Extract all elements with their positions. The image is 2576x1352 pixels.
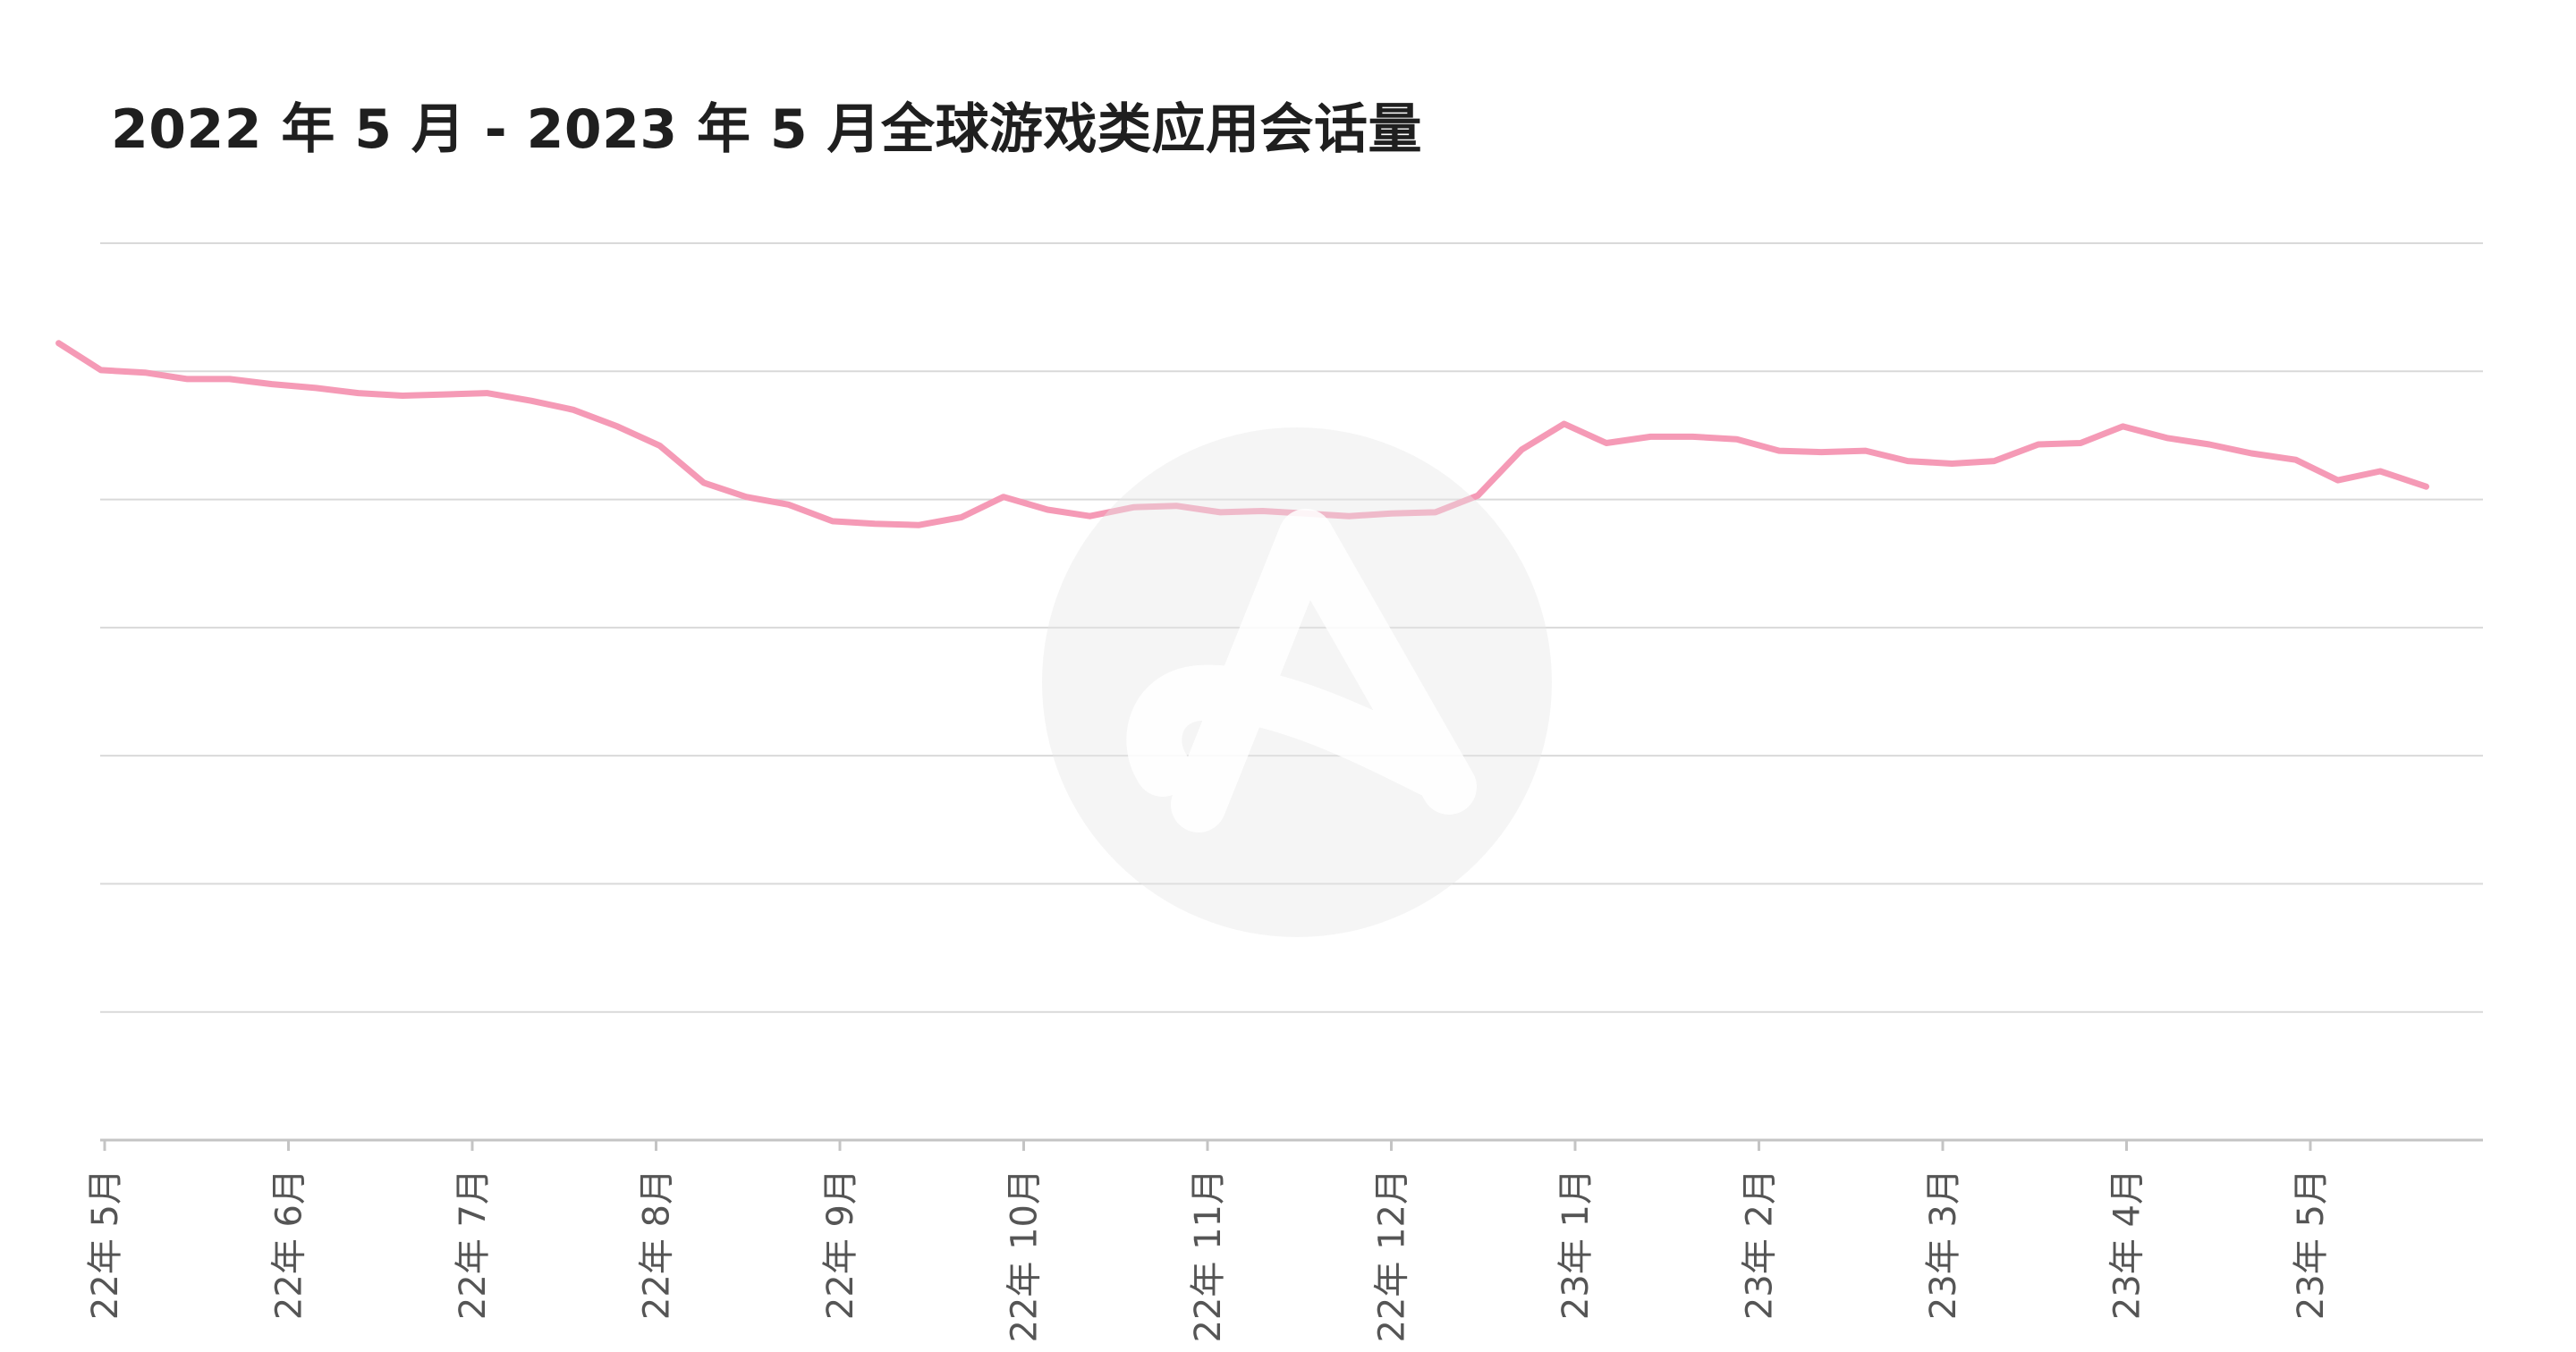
x-tick-label: 22年 8月 [637, 1169, 678, 1320]
x-tick-label: 22年 10月 [1004, 1169, 1046, 1343]
x-tick-label: 22年 12月 [1372, 1169, 1413, 1343]
x-axis: 22年 5月 22年 6月 22年 7月 22年 8月 22年 9月 22年 10月 22年… [85, 1138, 2483, 1343]
x-tick-label: 22年 6月 [269, 1169, 310, 1320]
watermark-logo [1042, 427, 1552, 937]
gridlines [100, 242, 2483, 1013]
x-tick-label: 23年 2月 [1740, 1169, 1781, 1320]
x-tick-label: 23年 1月 [1555, 1169, 1597, 1320]
x-tick-label: 22年 5月 [85, 1169, 126, 1320]
chart-title: 2022 年 5 月 - 2023 年 5 月全球游戏类应用会话量 [111, 98, 1422, 161]
x-tick-label: 23年 3月 [1923, 1169, 1964, 1320]
x-tick-label: 22年 7月 [453, 1169, 494, 1320]
x-tick-label: 22年 9月 [820, 1169, 861, 1320]
series-line [55, 340, 2429, 528]
x-tick-label: 22年 11月 [1188, 1169, 1229, 1343]
x-tick-label: 23年 5月 [2291, 1169, 2332, 1320]
watermark-glyph [1126, 509, 1477, 832]
series-layer [55, 340, 2429, 528]
x-tick-label: 23年 4月 [2107, 1169, 2148, 1320]
